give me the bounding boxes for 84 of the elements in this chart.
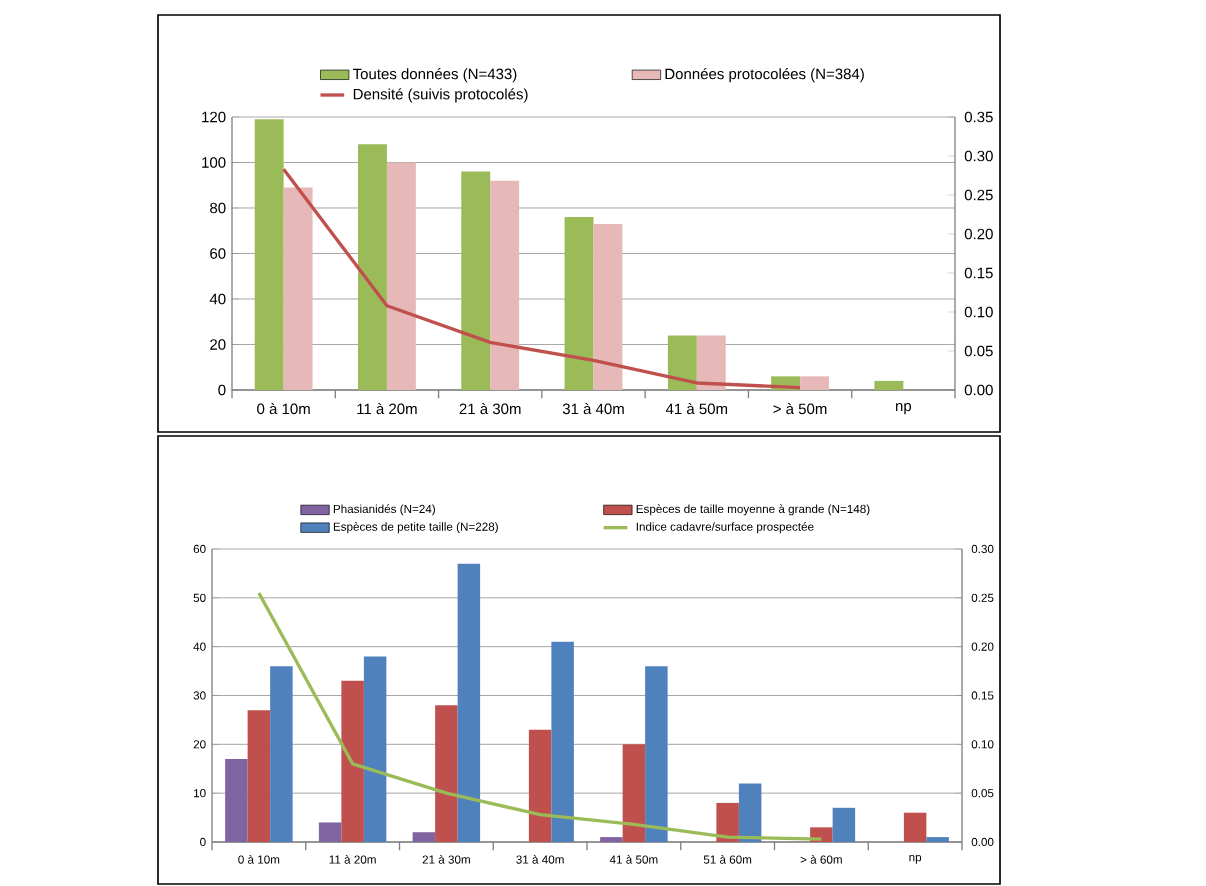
- bar: [386, 162, 416, 390]
- y2-tick-label: 0.20: [964, 228, 993, 240]
- bar: [903, 812, 927, 842]
- bar: [528, 729, 552, 842]
- x-tick-label: 41 à 50m: [665, 402, 728, 415]
- line-series: [281, 167, 802, 390]
- bar: [457, 563, 481, 842]
- y2-tick-label: 0.35: [964, 111, 993, 123]
- x-tick-label: > à 60m: [800, 855, 842, 864]
- y2-tick-label: 0.15: [964, 267, 993, 279]
- y-tick-label: 120: [202, 111, 226, 123]
- x-tick-label: 11 à 20m: [357, 402, 417, 415]
- bar: [461, 171, 491, 390]
- x-tick-label: np: [896, 402, 912, 415]
- y-tick-label: 60: [210, 248, 226, 259]
- y2-tick-label: 0.20: [971, 642, 994, 651]
- y2-tick-label: 0.30: [971, 544, 994, 554]
- bar: [593, 223, 623, 390]
- legend-label: Toutes données (N=433): [352, 68, 517, 83]
- x-tick-label: 11 à 20m: [329, 855, 376, 864]
- legend-label: Indice cadavre/surface prospectée: [636, 522, 814, 534]
- bar: [622, 744, 646, 842]
- line-series: [257, 591, 824, 841]
- y2-tick-label: 0.25: [971, 593, 994, 602]
- y2-tick-label: 0.15: [971, 691, 994, 700]
- y-tick-label: 100: [202, 157, 226, 168]
- y-tick-label: 60: [193, 544, 206, 554]
- y-tick-label: 30: [193, 691, 206, 700]
- bar: [341, 680, 364, 842]
- x-tick-label: 31 à 40m: [562, 402, 624, 415]
- x-tick-label: 51 à 60m: [703, 855, 752, 864]
- y2-tick-label: 0.05: [971, 789, 994, 798]
- x-tick-label: 0 à 10m: [238, 855, 280, 864]
- y-tick-label: 40: [193, 642, 206, 651]
- bar: [738, 783, 762, 842]
- bar: [254, 119, 284, 390]
- bar: [318, 822, 342, 842]
- bar: [926, 837, 949, 842]
- y-tick-label: 10: [194, 789, 206, 798]
- bar: [667, 335, 697, 390]
- y-tick-label: 50: [193, 593, 206, 602]
- y2-tick-label: 0.10: [964, 306, 993, 318]
- legend-label: Densité (suivis protocolés): [353, 88, 528, 103]
- bar: [874, 380, 904, 390]
- x-tick-label: 31 à 40m: [516, 855, 564, 864]
- legend-label: Phasianidés (N=24): [333, 504, 435, 516]
- y-tick-label: 20: [210, 339, 226, 350]
- y2-tick-label: 0.30: [964, 150, 993, 162]
- bar: [358, 144, 387, 390]
- legend-label: Espèces de petite taille (N=228): [333, 522, 498, 534]
- y2-tick-label: 0.10: [971, 740, 994, 749]
- x-tick-label: 41 à 50m: [609, 855, 658, 864]
- bar: [247, 710, 271, 842]
- legend-label: Espèces de taille moyenne à grande (N=148): [636, 504, 870, 516]
- y-tick-label: 80: [210, 202, 226, 214]
- y2-tick-label: 0.00: [971, 837, 994, 847]
- bar: [696, 335, 726, 390]
- y2-tick-label: 0.25: [964, 189, 993, 201]
- bar: [490, 180, 520, 390]
- bar: [800, 376, 829, 390]
- bar: [832, 807, 856, 842]
- bar: [412, 832, 436, 842]
- x-tick-label: 0 à 10m: [257, 402, 310, 415]
- y-tick-label: 20: [193, 740, 206, 749]
- legend-label: Données protocolées (N=384): [665, 68, 864, 83]
- bar: [270, 666, 293, 842]
- x-tick-label: 21 à 30m: [422, 855, 470, 864]
- bar: [716, 802, 739, 842]
- bar: [363, 656, 387, 842]
- x-tick-label: 21 à 30m: [459, 402, 521, 415]
- bar: [645, 666, 668, 842]
- x-tick-label: np: [909, 854, 922, 864]
- y2-tick-label: 0.00: [964, 384, 993, 396]
- bar: [564, 217, 594, 390]
- y2-tick-label: 0.05: [964, 345, 993, 357]
- y-tick-label: 0: [218, 384, 226, 396]
- y-tick-label: 40: [209, 293, 226, 305]
- bar: [225, 758, 248, 842]
- bar: [600, 837, 623, 842]
- bar: [551, 641, 574, 842]
- y-tick-label: 0: [200, 837, 206, 847]
- bar: [283, 187, 313, 390]
- bar: [435, 705, 458, 842]
- x-tick-label: > à 50m: [773, 402, 827, 415]
